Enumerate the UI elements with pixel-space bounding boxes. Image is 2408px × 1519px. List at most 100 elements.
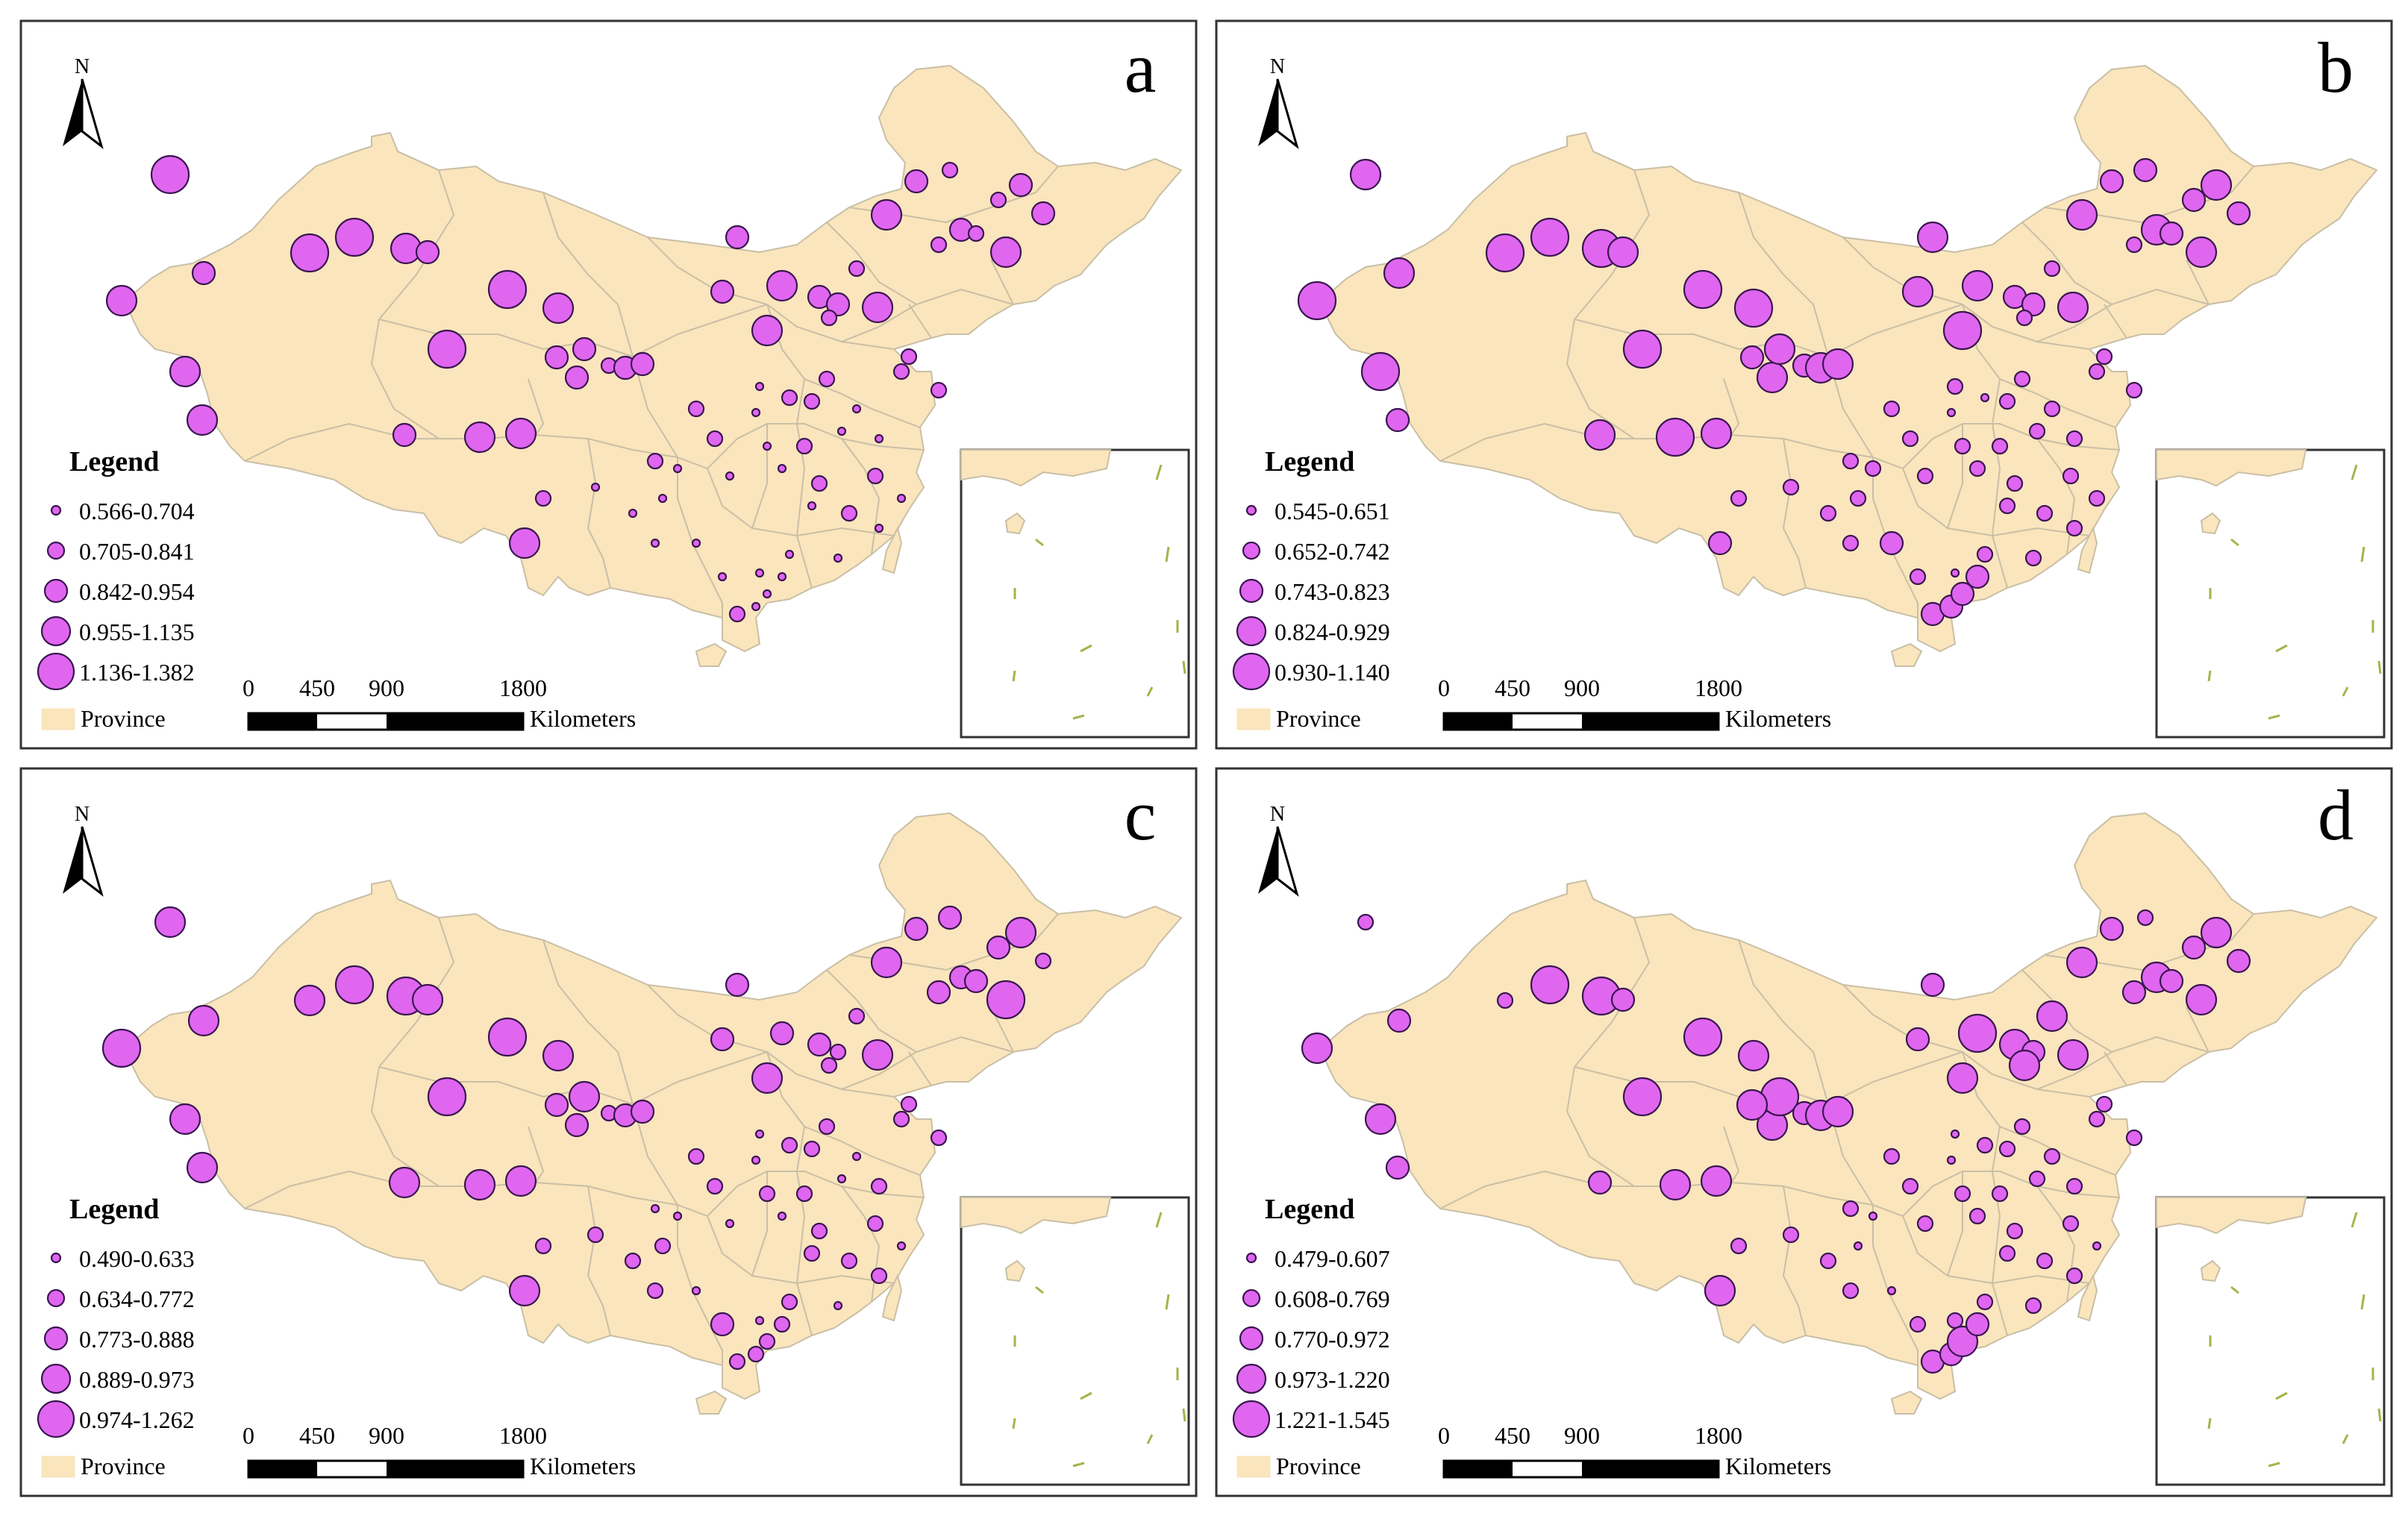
city-bubble xyxy=(989,191,1007,209)
city-bubble xyxy=(2065,198,2098,231)
scale-tick-label: 1800 xyxy=(499,1422,547,1449)
city-bubble xyxy=(1496,992,1514,1009)
city-bubble xyxy=(2065,519,2083,537)
city-bubble xyxy=(1360,351,1401,392)
city-bubble xyxy=(427,1077,467,1117)
city-bubble xyxy=(646,452,664,470)
city-bubble xyxy=(101,1028,142,1068)
city-bubble xyxy=(2024,549,2042,567)
legend-class-label: 0.973-1.220 xyxy=(1275,1366,1390,1393)
scale-tick-label: 900 xyxy=(1564,674,1600,701)
scale-bar: 0 450 900 1800 Kilometers xyxy=(1438,1422,1831,1479)
city-bubble xyxy=(874,523,884,533)
city-bubble xyxy=(904,916,929,942)
city-bubble xyxy=(1301,1032,1333,1065)
city-bubble xyxy=(691,1285,701,1296)
city-bubble xyxy=(818,1118,836,1136)
city-bubble xyxy=(818,370,836,388)
city-bubble xyxy=(411,983,444,1016)
legend-class-label: 0.955-1.135 xyxy=(79,618,195,645)
city-bubble xyxy=(861,1039,894,1071)
city-bubble xyxy=(487,1017,528,1057)
city-bubble xyxy=(2008,1049,2041,1082)
city-bubble xyxy=(829,1043,847,1061)
city-bubble xyxy=(1864,460,1882,477)
city-bubble xyxy=(728,1353,746,1371)
city-bubble xyxy=(2226,948,2251,974)
north-arrow-icon: N xyxy=(63,55,104,149)
south-china-sea-inset xyxy=(2155,1196,2386,1486)
legend-title: Legend xyxy=(69,1194,159,1225)
city-bubble xyxy=(710,279,735,304)
legend-symbol xyxy=(40,1363,72,1394)
city-bubble xyxy=(1954,437,1971,455)
city-bubble xyxy=(866,467,884,485)
legend-class-label: 0.773-0.888 xyxy=(79,1326,195,1353)
city-bubble xyxy=(725,225,750,250)
city-bubble xyxy=(2028,1170,2046,1188)
legend-symbol xyxy=(1245,504,1257,516)
scale-unit-label: Kilometers xyxy=(1725,1453,1831,1479)
city-bubble xyxy=(2088,1110,2106,1128)
city-bubble xyxy=(2015,309,2033,327)
city-bubble xyxy=(630,1099,655,1124)
city-bubble xyxy=(840,504,858,522)
city-bubble xyxy=(2036,1252,2054,1270)
city-bubble xyxy=(900,1095,918,1113)
legend-class-label: 0.566-0.704 xyxy=(79,498,195,524)
city-bubble xyxy=(986,935,1011,960)
city-bubble xyxy=(1730,489,1748,507)
north-label: N xyxy=(75,55,90,78)
city-bubble xyxy=(820,309,838,327)
city-bubble xyxy=(2226,201,2251,226)
scale-tick-label: 450 xyxy=(299,674,335,701)
city-bubble xyxy=(820,1056,838,1074)
city-bubble xyxy=(1707,530,1733,556)
city-bubbles xyxy=(101,905,1052,1371)
city-bubble xyxy=(1946,378,1964,395)
north-arrow-icon: N xyxy=(63,803,104,897)
city-bubble xyxy=(542,292,575,325)
legend-title: Legend xyxy=(69,446,159,477)
legend-symbol xyxy=(1242,1288,1261,1308)
city-bubble xyxy=(2088,489,2106,507)
legend-symbol xyxy=(1236,1363,1267,1394)
city-bubble xyxy=(1946,1062,1979,1094)
north-arrow-icon: N xyxy=(1258,803,1299,897)
city-bubble xyxy=(751,407,761,418)
panel-letter: b xyxy=(2318,28,2354,107)
scale-tick-label: 1800 xyxy=(1695,1422,1742,1449)
north-arrow-icon: N xyxy=(1258,55,1299,149)
city-bubble xyxy=(751,601,761,612)
province-label: Province xyxy=(81,705,166,732)
city-bubble xyxy=(657,493,668,504)
city-bubble xyxy=(2121,980,2147,1005)
map-panel-a: a N Legend 0.566-0.704 0.705-0.841 0.842-0.95… xyxy=(19,19,1198,750)
legend-symbol xyxy=(50,1252,62,1264)
city-bubble xyxy=(762,589,772,599)
city-bubble xyxy=(781,1136,798,1154)
city-bubble xyxy=(687,400,705,418)
city-bubble xyxy=(650,1203,660,1214)
city-bubble xyxy=(1782,478,1800,496)
city-bubble xyxy=(1968,1207,1986,1225)
scale-tick-label: 0 xyxy=(1438,674,1450,701)
legend-title: Legend xyxy=(1265,1194,1354,1225)
city-bubble xyxy=(568,1080,601,1113)
panel-letter: c xyxy=(1125,775,1157,855)
panel-letter: a xyxy=(1125,28,1157,107)
city-bubble xyxy=(1957,1013,1998,1053)
city-bubble xyxy=(870,198,903,231)
legend-symbol xyxy=(46,541,66,560)
city-bubble xyxy=(646,1282,664,1300)
city-bubble xyxy=(1950,1129,1960,1139)
scale-tick-label: 450 xyxy=(1495,674,1530,701)
city-bubble xyxy=(1031,201,1056,226)
city-bubble xyxy=(751,1155,761,1165)
city-bubble xyxy=(892,363,910,380)
city-bubble xyxy=(810,475,828,492)
legend-symbol xyxy=(1242,541,1261,560)
city-bubble xyxy=(2181,935,2207,960)
city-bubble xyxy=(1991,437,2009,455)
